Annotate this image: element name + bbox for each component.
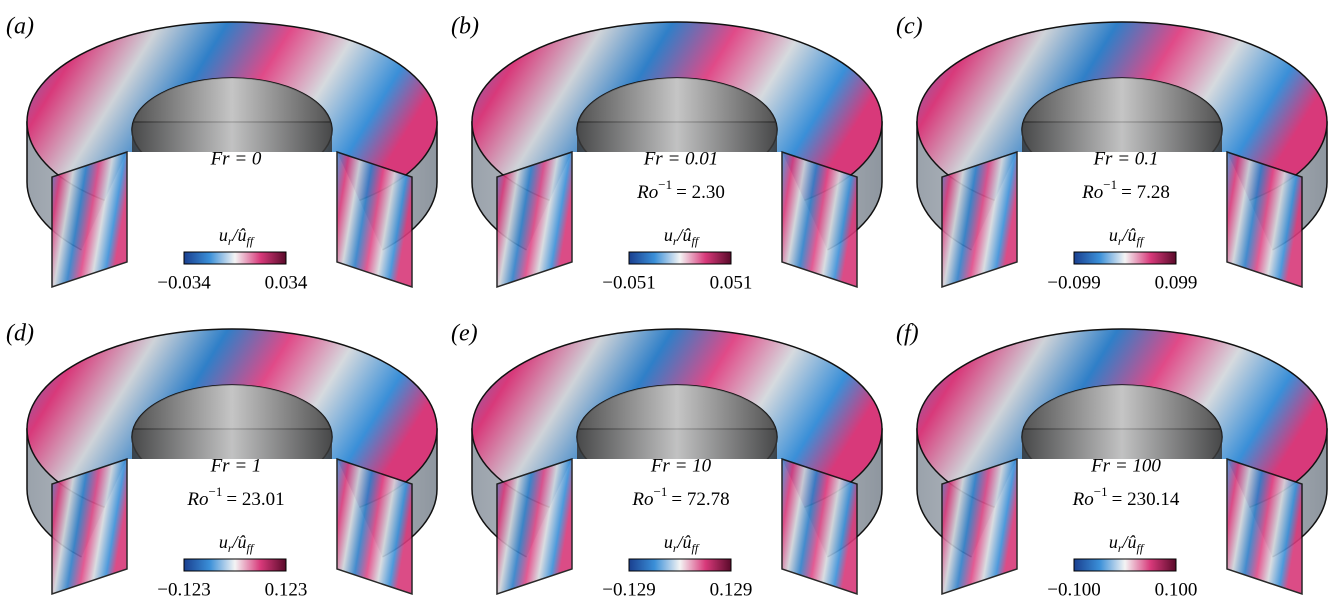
ro-value: = 2.30 [676,182,725,203]
colorbar-min: −0.034 [157,272,211,293]
colorbar [1074,559,1176,571]
colorbar-max: 0.099 [1155,272,1198,293]
colorbar-min: −0.123 [157,579,210,600]
froude-number: Fr = 10 [650,455,712,476]
cb-u: u [664,532,673,552]
panel-label: (e) [451,321,478,347]
cb-hat: û [238,532,247,552]
froude-number: Fr = 0 [210,148,262,169]
cb-u: u [219,225,228,245]
colorbar-max: 0.051 [710,272,753,293]
colorbar [1074,252,1176,264]
ro-value: = 7.28 [1121,182,1170,203]
ro-exponent: −1 [209,484,223,499]
froude-number: Fr = 0.01 [643,148,719,169]
cb-hat: û [1128,532,1137,552]
panel-label: (c) [896,14,923,40]
cb-hat: û [683,532,692,552]
colorbar [629,252,731,264]
froude-number: Fr = 1 [210,455,262,476]
ro-exponent: −1 [658,177,672,192]
panel-label: (b) [451,14,479,40]
colorbar-min: −0.051 [602,272,655,293]
cb-u: u [219,532,228,552]
cb-u: u [1109,225,1118,245]
ro-symbol: Ro [631,489,653,510]
colorbar-max: 0.034 [265,272,308,293]
colorbar-min: −0.099 [1047,272,1100,293]
figure: (a)Fr = 0ur/ûff−0.0340.034(b)Fr = 0.01Ro… [0,0,1336,615]
colorbar [629,559,731,571]
panel-label: (f) [896,321,919,347]
cb-u: u [664,225,673,245]
ro-exponent: −1 [1094,484,1108,499]
panel-label: (a) [6,14,34,40]
colorbar-max: 0.123 [265,579,308,600]
ro-value: = 230.14 [1112,489,1180,510]
colorbar [184,559,286,571]
colorbar-max: 0.129 [710,579,753,600]
panel-label: (d) [6,321,34,347]
cb-hat: û [1128,225,1137,245]
colorbar [184,252,286,264]
cb-u: u [1109,532,1118,552]
ro-exponent: −1 [654,484,668,499]
ro-symbol: Ro [1072,489,1094,510]
froude-number: Fr = 0.1 [1092,148,1158,169]
ro-symbol: Ro [636,182,658,203]
colorbar-min: −0.100 [1047,579,1100,600]
ro-value: = 72.78 [671,489,729,510]
colorbar-min: −0.129 [602,579,655,600]
cb-hat: û [238,225,247,245]
ro-value: = 23.01 [226,489,284,510]
colorbar-max: 0.100 [1155,579,1198,600]
ro-symbol: Ro [186,489,208,510]
ro-exponent: −1 [1103,177,1117,192]
cb-hat: û [683,225,692,245]
ro-symbol: Ro [1081,182,1103,203]
froude-number: Fr = 100 [1090,455,1161,476]
